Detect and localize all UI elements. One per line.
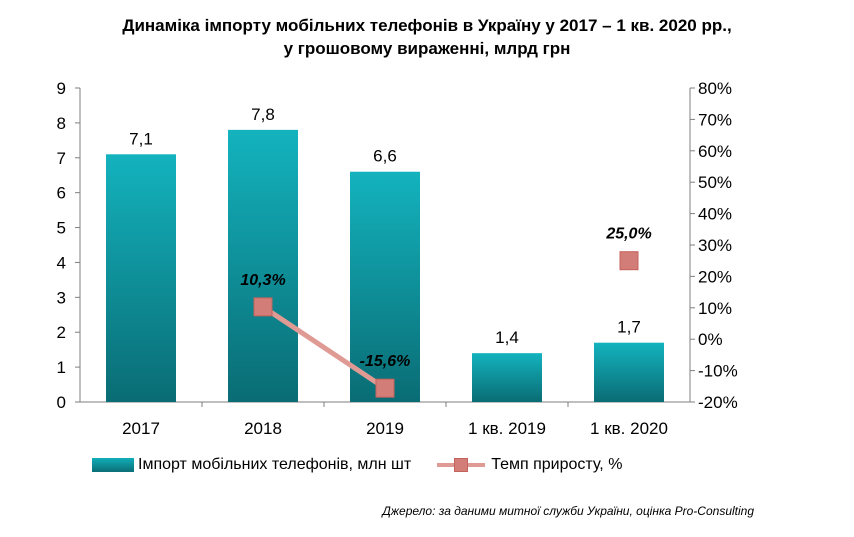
growth-data-label: 25,0% xyxy=(605,226,651,243)
bar-data-label: 7,8 xyxy=(251,105,275,124)
legend: Імпорт мобільних телефонів, млн шт Темп … xyxy=(92,456,648,474)
y-right-tick-label: 50% xyxy=(698,173,732,192)
legend-item-bars: Імпорт мобільних телефонів, млн шт xyxy=(92,456,411,474)
bar-data-label: 1,4 xyxy=(495,328,519,347)
y-right-tick-label: 10% xyxy=(698,299,732,318)
bar-data-label: 7,1 xyxy=(129,129,153,148)
bar xyxy=(350,171,420,402)
bar xyxy=(594,342,664,402)
growth-data-label: 10,3% xyxy=(240,272,285,289)
bar xyxy=(472,353,542,402)
x-tick-label: 1 кв. 2020 xyxy=(590,419,668,438)
x-tick-label: 2019 xyxy=(366,419,404,438)
y-left-tick-label: 9 xyxy=(57,79,66,98)
y-right-tick-label: 30% xyxy=(698,236,732,255)
growth-point xyxy=(619,251,639,271)
title-line-1: Динаміка імпорту мобільних телефонів в У… xyxy=(122,16,732,35)
legend-line-label: Темп приросту, % xyxy=(491,456,623,473)
y-right-tick-label: 40% xyxy=(698,205,732,224)
x-tick-label: 2018 xyxy=(244,419,282,438)
growth-point xyxy=(253,297,273,317)
y-right-tick-label: 60% xyxy=(698,142,732,161)
chart-title: Динаміка імпорту мобільних телефонів в У… xyxy=(0,14,854,60)
combo-chart: 0 1 2 3 4 5 6 7 8 9 -20% -10% 0% 10% 20% 30% 40% 50% 60% 70… xyxy=(57,79,738,438)
legend-bar-swatch xyxy=(92,458,134,472)
y-left-tick-label: 6 xyxy=(57,184,66,203)
y-right-tick-label: 80% xyxy=(698,79,732,98)
x-tick-label: 2017 xyxy=(122,419,160,438)
growth-data-label: -15,6% xyxy=(360,353,411,370)
legend-item-line: Темп приросту, % xyxy=(437,456,622,474)
x-tick-label: 1 кв. 2019 xyxy=(468,419,546,438)
y-left-tick-label: 4 xyxy=(57,253,66,272)
y-left-tick-label: 5 xyxy=(57,219,66,238)
growth-point xyxy=(375,378,395,398)
bar xyxy=(106,154,176,402)
bar-data-label: 1,7 xyxy=(617,318,641,337)
title-line-2: у грошовому вираженні, млрд грн xyxy=(283,39,571,58)
legend-line-swatch xyxy=(437,458,486,472)
y-right-tick-label: 0% xyxy=(698,330,723,349)
source-note: Джерело: за даними митної служби України… xyxy=(382,504,754,518)
y-left-tick-label: 3 xyxy=(57,288,66,307)
y-left-tick-label: 2 xyxy=(57,323,66,342)
bar-data-label: 6,6 xyxy=(373,147,397,166)
y-left-tick-label: 1 xyxy=(57,358,66,377)
y-left-tick-label: 7 xyxy=(57,149,66,168)
legend-bar-label: Імпорт мобільних телефонів, млн шт xyxy=(138,456,412,473)
bar xyxy=(228,129,298,402)
y-left-tick-label: 0 xyxy=(57,393,66,412)
y-right-tick-label: 20% xyxy=(698,267,732,286)
y-right-tick-label: 70% xyxy=(698,110,732,129)
y-left-tick-label: 8 xyxy=(57,114,66,133)
y-right-tick-label: -20% xyxy=(698,393,738,412)
y-right-tick-label: -10% xyxy=(698,362,738,381)
growth-line-segment xyxy=(260,304,388,391)
